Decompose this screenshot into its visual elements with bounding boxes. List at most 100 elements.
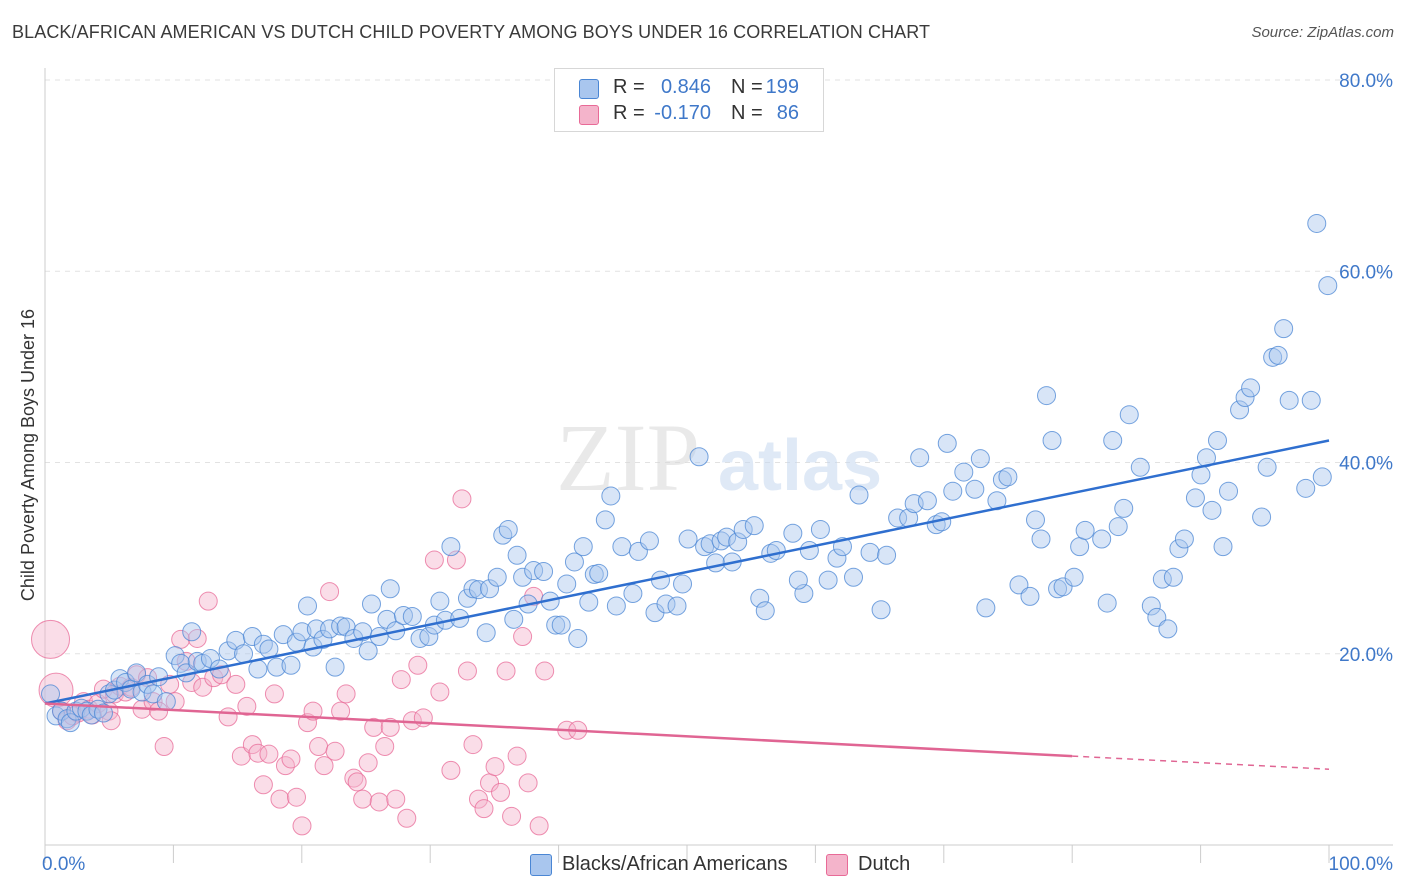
black-point — [1103, 431, 1123, 451]
dutch-point — [325, 741, 345, 761]
black-point — [1207, 431, 1227, 451]
black-point — [1296, 478, 1316, 498]
black-point — [1042, 431, 1062, 451]
dutch-point — [513, 627, 533, 647]
dutch-point — [264, 684, 284, 704]
series-legend: Blacks/African Americans Dutch — [0, 852, 1406, 878]
dutch-point — [529, 816, 549, 836]
black-point — [650, 570, 670, 590]
dutch-point — [518, 773, 538, 793]
tick-labels: 20.0% 40.0% 60.0% 80.0% 0.0% 100.0% — [42, 71, 1393, 875]
black-point — [1219, 481, 1239, 501]
black-point — [827, 548, 847, 568]
dutch-point — [336, 684, 356, 704]
black-point — [564, 552, 584, 572]
black-point — [998, 467, 1018, 487]
black-point — [234, 644, 254, 664]
legend-n-label: N = — [731, 102, 763, 124]
black-point — [1092, 529, 1112, 549]
trend-lines — [44, 439, 1330, 770]
black-point — [568, 628, 588, 648]
dutch-point — [391, 670, 411, 690]
black-point — [860, 542, 880, 562]
black-point — [766, 540, 786, 560]
x-tick-label: 100.0% — [1329, 854, 1394, 875]
black-point — [711, 531, 731, 551]
black-point — [441, 537, 461, 557]
source-label: Source: ZipAtlas.com — [1251, 24, 1394, 41]
black-point — [325, 657, 345, 677]
dutch-point — [386, 789, 406, 809]
black-point — [60, 713, 80, 733]
black-point — [579, 592, 599, 612]
black-point — [1009, 575, 1029, 595]
black-point — [358, 641, 378, 661]
dutch-point — [344, 768, 364, 788]
black-point — [71, 698, 91, 718]
black-point — [788, 570, 808, 590]
black-point — [1185, 488, 1205, 508]
dutch-point — [364, 717, 384, 737]
dutch-point — [237, 696, 257, 716]
dutch-point — [452, 489, 472, 509]
black-point — [1141, 596, 1161, 616]
black-point — [1163, 567, 1183, 587]
black-point — [976, 598, 996, 618]
correlation-legend: R = 0.846 N = 199 R = -0.170 N = 86 — [554, 68, 824, 132]
black-point — [1202, 500, 1222, 520]
dutch-point — [253, 775, 273, 795]
dutch-point — [193, 677, 213, 697]
legend-n-value: 86 — [776, 102, 799, 124]
y-tick-label: 20.0% — [1339, 645, 1393, 666]
y-tick-label: 40.0% — [1339, 454, 1393, 475]
chart-title: BLACK/AFRICAN AMERICAN VS DUTCH CHILD PO… — [12, 22, 931, 42]
black-point — [1075, 520, 1095, 540]
dutch-point — [468, 789, 488, 809]
black-point — [1053, 577, 1073, 597]
black-point — [799, 540, 819, 560]
dutch-point — [347, 772, 367, 792]
black-point — [1119, 405, 1139, 425]
black-point — [1230, 400, 1250, 420]
black-point — [849, 485, 869, 505]
trend-line-black — [44, 439, 1330, 705]
black-point — [573, 537, 593, 557]
dutch-point — [292, 816, 312, 836]
black-point — [171, 653, 191, 673]
black-point — [1235, 387, 1255, 407]
black-point — [1307, 213, 1327, 233]
watermark-zip: ZIP — [556, 404, 700, 511]
black-point — [1158, 619, 1178, 639]
legend-swatch-black — [579, 79, 599, 99]
y-tick-label: 60.0% — [1339, 262, 1393, 283]
black-point — [1174, 529, 1194, 549]
dutch-point — [369, 792, 389, 812]
dutch-point — [154, 737, 174, 757]
black-point — [733, 519, 753, 539]
black-point — [1130, 457, 1150, 477]
series-label-black: Blacks/African Americans — [562, 853, 788, 875]
black-point — [156, 692, 176, 712]
black-point — [810, 519, 830, 539]
dutch-point — [270, 789, 290, 809]
black-point — [717, 527, 737, 547]
black-point — [943, 481, 963, 501]
black-point — [639, 531, 659, 551]
trend-line-dutch — [44, 702, 1073, 758]
legend-row-black: R = 0.846 N = 199 — [555, 74, 823, 102]
black-point — [1097, 593, 1117, 613]
black-point — [524, 561, 544, 581]
dutch-point — [218, 707, 238, 727]
dutch-point — [314, 756, 334, 776]
black-point — [480, 579, 500, 599]
black-point — [281, 655, 301, 675]
dutch-point — [320, 582, 340, 602]
black-point — [1274, 319, 1294, 339]
black-point — [242, 627, 262, 647]
dutch-point — [430, 682, 450, 702]
black-point — [728, 532, 748, 552]
black-point — [1257, 457, 1277, 477]
black-point — [601, 486, 621, 506]
black-point — [498, 519, 518, 539]
dutch-point — [463, 735, 483, 755]
